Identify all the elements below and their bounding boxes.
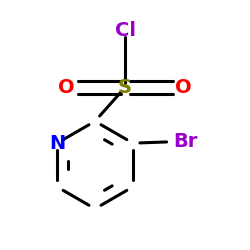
Text: O: O: [176, 78, 192, 97]
Text: O: O: [58, 78, 74, 97]
Text: S: S: [118, 78, 132, 97]
Text: Cl: Cl: [114, 20, 136, 40]
Text: N: N: [49, 134, 65, 152]
Text: Br: Br: [173, 132, 197, 151]
